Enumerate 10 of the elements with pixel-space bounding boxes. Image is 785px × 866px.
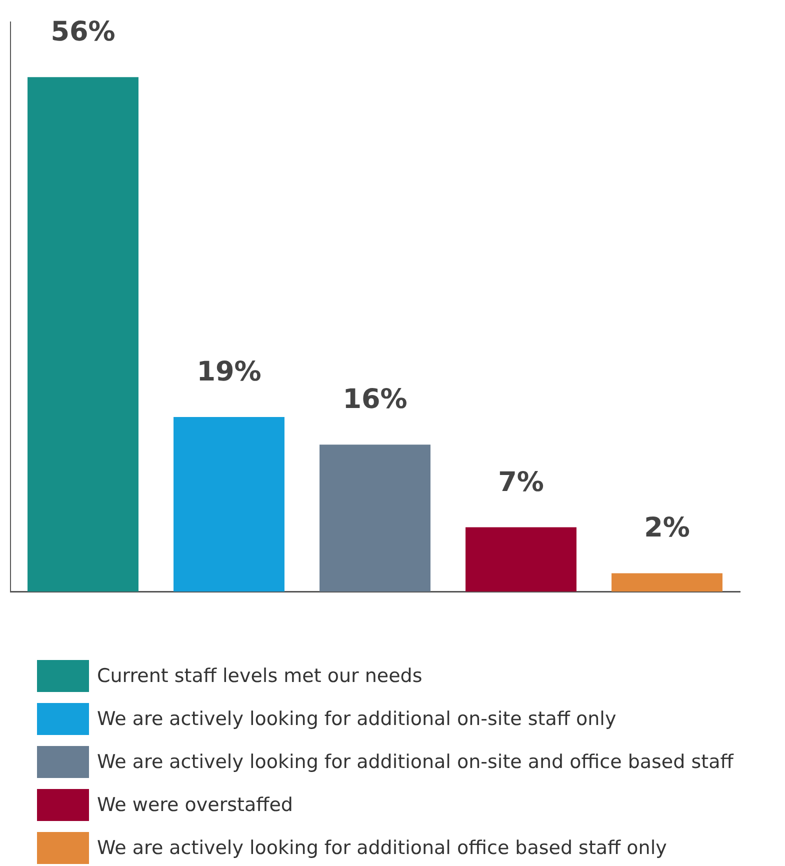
data-label: 56% [50,16,116,48]
legend-label: Current staff levels met our needs [97,664,422,686]
legend-label: We are actively looking for additional office based staff only [97,836,667,858]
legend-label: We are actively looking for additional on-site and office based staff [97,750,734,772]
legend-label: We are actively looking for additional on-site staff only [97,708,616,730]
data-label: 16% [342,384,408,416]
data-label: 7% [498,466,544,498]
legend-label: We were overstaffed [97,794,293,816]
data-label: 19% [196,356,262,388]
data-label: 2% [644,512,690,544]
